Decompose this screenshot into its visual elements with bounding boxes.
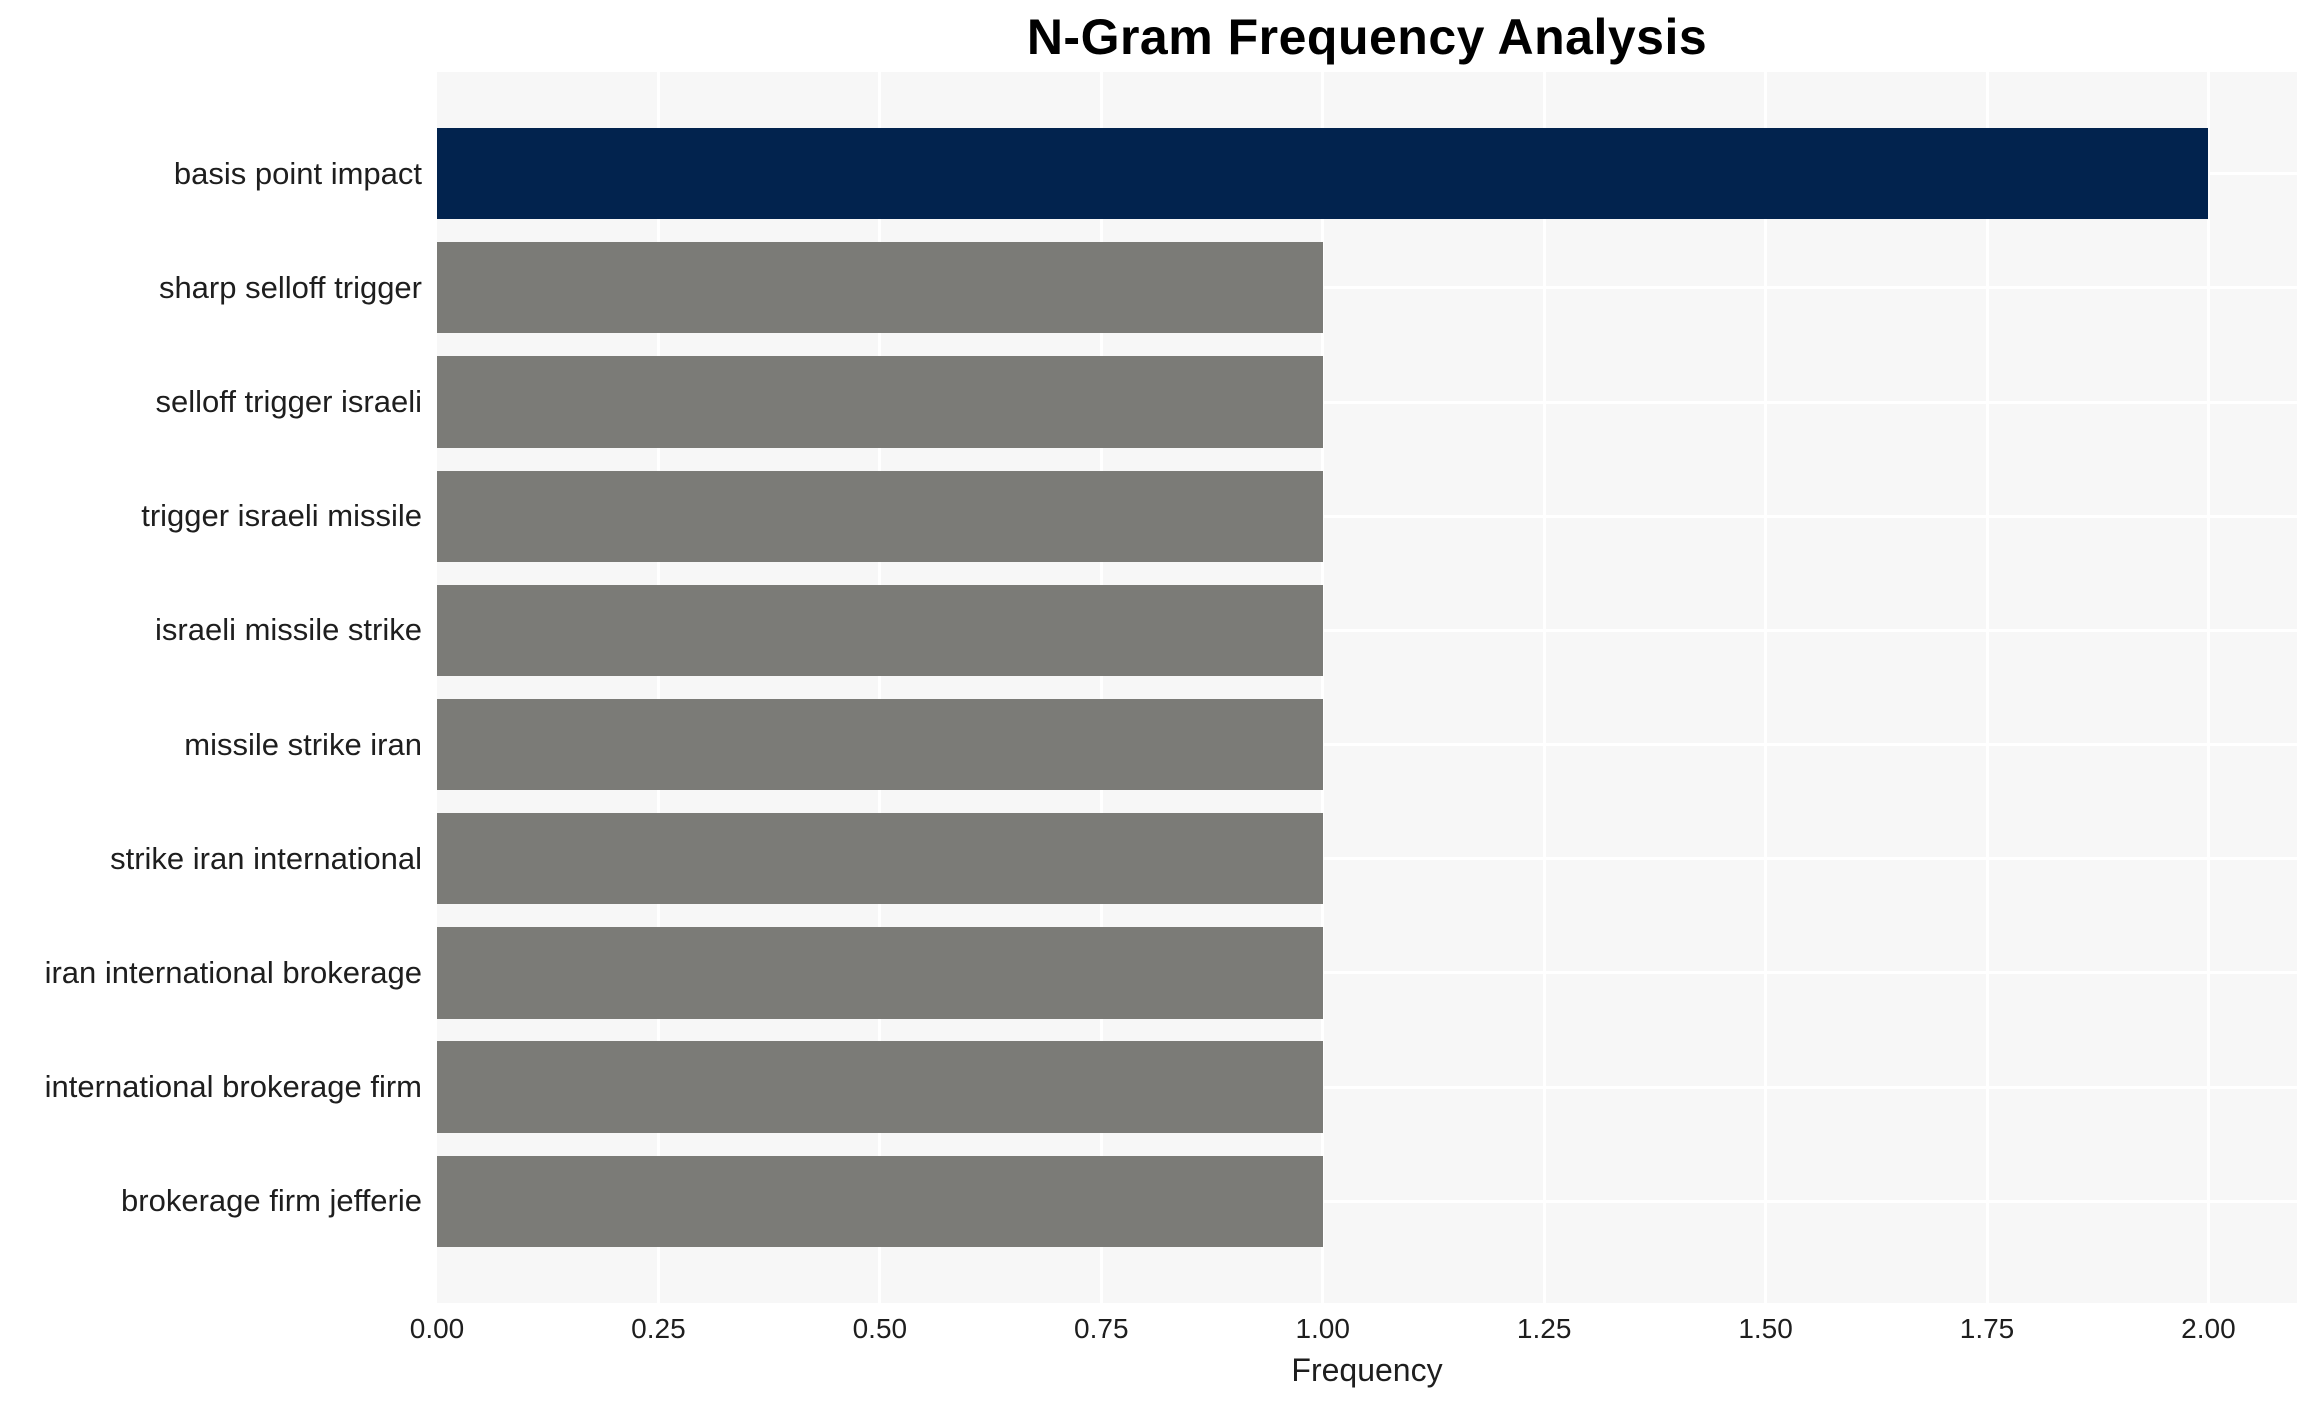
x-tick-label: 0.75	[1074, 1313, 1129, 1344]
h-gridline	[437, 1085, 2297, 1089]
bar	[437, 470, 1323, 562]
v-gridline	[2206, 72, 2210, 1303]
category-label: iran international brokerage	[44, 954, 422, 990]
x-axis-title: Frequency	[1291, 1352, 1443, 1388]
x-tick-label: 1.75	[1959, 1313, 2015, 1344]
bar	[437, 127, 2209, 220]
v-gridline	[1764, 72, 1768, 1303]
category-label: selloff trigger israeli	[155, 384, 422, 420]
v-gridline	[656, 72, 660, 1303]
h-gridline	[437, 1199, 2297, 1203]
x-tick-label: 1.00	[1295, 1313, 1350, 1344]
x-tick-label: 2.00	[2181, 1313, 2236, 1344]
bar	[437, 1155, 1323, 1248]
v-gridline	[1321, 72, 1325, 1303]
h-gridline	[437, 971, 2297, 975]
v-gridline	[1985, 72, 1989, 1303]
bar	[437, 584, 1323, 677]
h-gridline	[437, 743, 2297, 747]
v-gridline	[878, 72, 882, 1303]
bar	[437, 813, 1323, 905]
plot-area	[437, 72, 2297, 1303]
bar	[437, 927, 1323, 1019]
x-tick-label: 1.25	[1516, 1313, 1572, 1344]
x-tick-label: 0.00	[409, 1313, 465, 1344]
category-label: international brokerage firm	[44, 1069, 422, 1105]
h-gridline	[437, 514, 2297, 518]
h-gridline	[437, 286, 2297, 290]
category-label: missile strike iran	[184, 726, 422, 762]
v-gridline	[1099, 72, 1103, 1303]
bar	[437, 356, 1323, 448]
x-tick-label: 0.25	[631, 1313, 686, 1344]
h-gridline	[437, 628, 2297, 632]
category-label: trigger israeli missile	[141, 498, 422, 534]
bar	[437, 698, 1323, 791]
category-label: strike iran international	[110, 840, 422, 876]
v-gridline	[1542, 72, 1546, 1303]
category-label: basis point impact	[173, 155, 422, 191]
category-label: brokerage firm jefferie	[121, 1183, 422, 1219]
h-gridline	[437, 857, 2297, 861]
h-gridline	[437, 400, 2297, 404]
category-label: sharp selloff trigger	[158, 269, 422, 305]
chart-title: N-Gram Frequency Analysis	[1026, 9, 1708, 65]
x-tick-label: 0.50	[852, 1313, 908, 1344]
bar	[437, 1041, 1323, 1133]
bar	[437, 242, 1323, 334]
x-tick-label: 1.50	[1738, 1313, 1793, 1344]
category-label: israeli missile strike	[155, 612, 422, 648]
